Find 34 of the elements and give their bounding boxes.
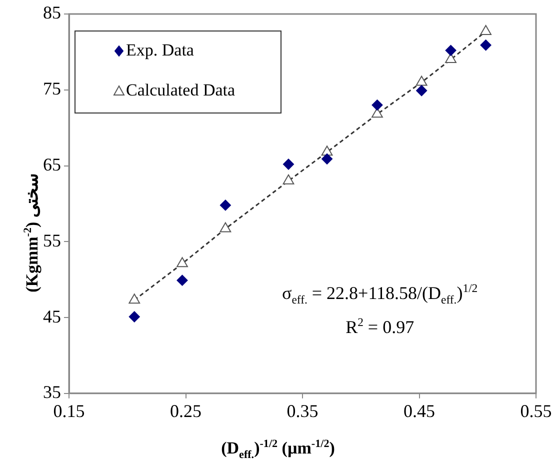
annotation: R$^{2}$ = 0.97 <box>344 314 416 338</box>
point <box>220 222 232 232</box>
point <box>220 200 231 211</box>
x-axis-title: (D$_{eff.}$)$^{-1/2}$ (µm$^{-1/2}$) <box>220 438 336 462</box>
point <box>176 274 188 286</box>
x-tick-label: 0.35 <box>286 400 318 421</box>
x-tick-label: 0.45 <box>404 400 435 421</box>
point <box>416 85 428 96</box>
y-tick-label: 65 <box>43 154 61 174</box>
y-tick-label: 55 <box>43 230 61 250</box>
legend-label: Calculated Data <box>126 80 236 100</box>
point <box>480 24 492 35</box>
point <box>372 100 383 111</box>
point <box>416 76 428 86</box>
x-tick-label: 0.15 <box>53 400 85 421</box>
point <box>445 44 456 56</box>
point <box>282 174 294 184</box>
point <box>322 153 333 164</box>
y-tick-label: 75 <box>43 78 61 99</box>
x-tick-label: 0.55 <box>520 400 552 421</box>
y-tick-label: 45 <box>43 306 61 326</box>
y-tick-label: 35 <box>43 382 61 402</box>
annotation: σ$_{eff.}$ = 22.8+118.58/(D$_{eff.}$)$^{1/2}$ <box>282 281 478 309</box>
point <box>128 311 140 322</box>
point <box>445 53 456 64</box>
point <box>321 146 333 156</box>
x-tick-label: 0.25 <box>170 400 202 421</box>
y-tick-label: 85 <box>43 2 61 23</box>
legend-label: Exp. Data <box>126 40 194 60</box>
point <box>282 158 294 170</box>
point <box>176 257 188 268</box>
point <box>128 294 140 304</box>
point <box>372 108 383 118</box>
point <box>480 40 492 51</box>
